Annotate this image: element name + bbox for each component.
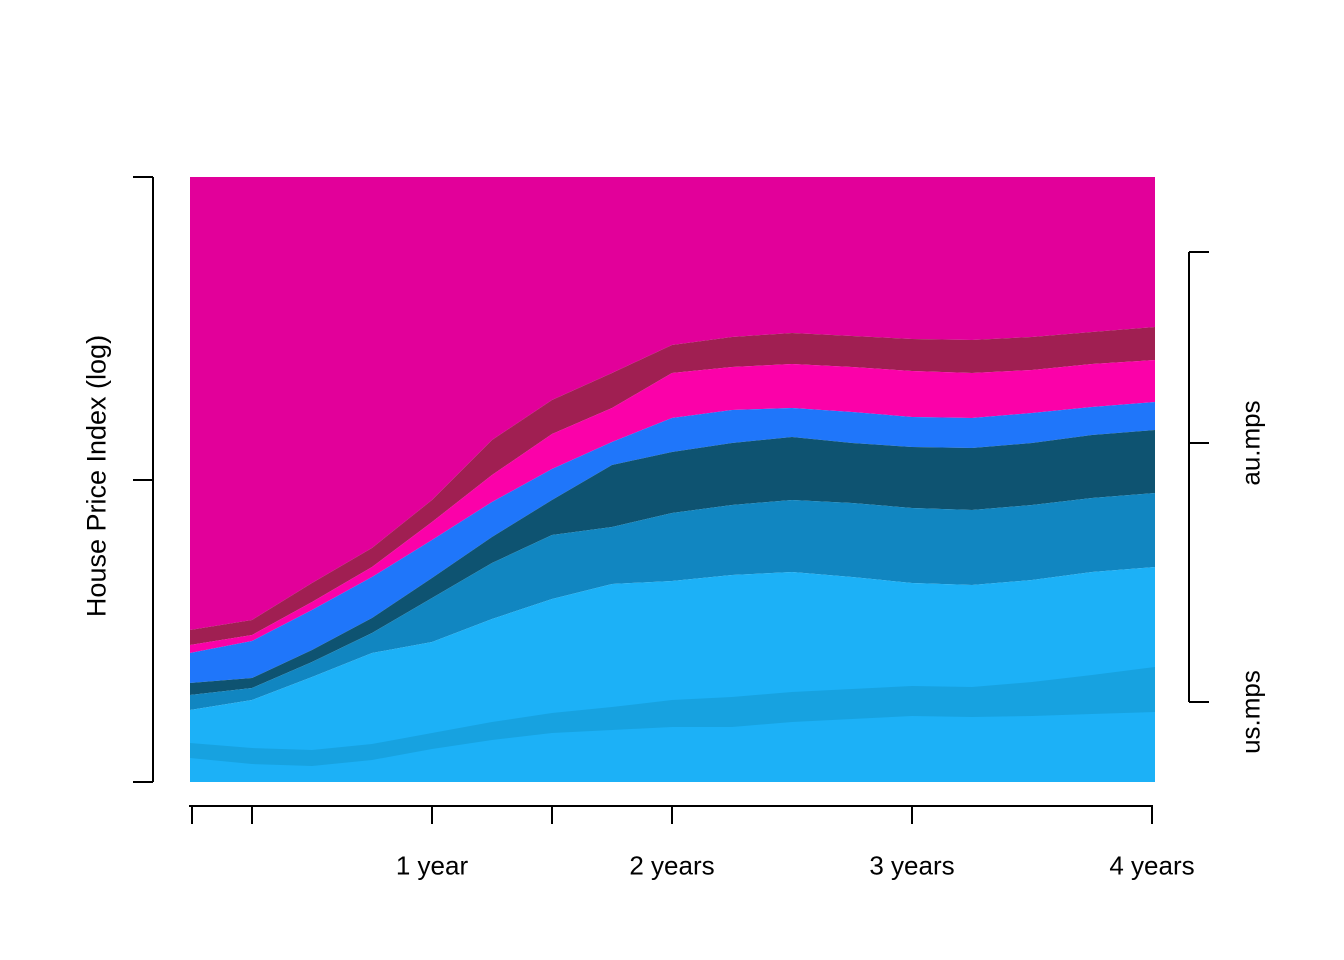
au-mps-fan-bright [190,360,1155,653]
us-mps-fan-upper [190,402,1155,683]
us-mps-fan-light [190,567,1155,782]
x-tick-label-4-years: 4 years [1109,850,1195,881]
right-axis-label-us-mps: us.mps [1235,670,1266,754]
right-axis-label-au-mps: au.mps [1235,400,1266,486]
x-tick-label-1-year: 1 year [395,850,469,881]
au-mps-fan-outer [190,177,1155,630]
x-tick-label-2-years: 2 years [629,850,715,881]
x-tick-label-3-years: 3 years [869,850,955,881]
au-mps-fan-dark [190,327,1155,645]
us-mps-fan-stripe [190,667,1155,766]
y-axis-label: House Price Index (log) [81,334,112,618]
us-mps-fan-dark [190,430,1155,695]
us-mps-fan-mid [190,493,1155,710]
